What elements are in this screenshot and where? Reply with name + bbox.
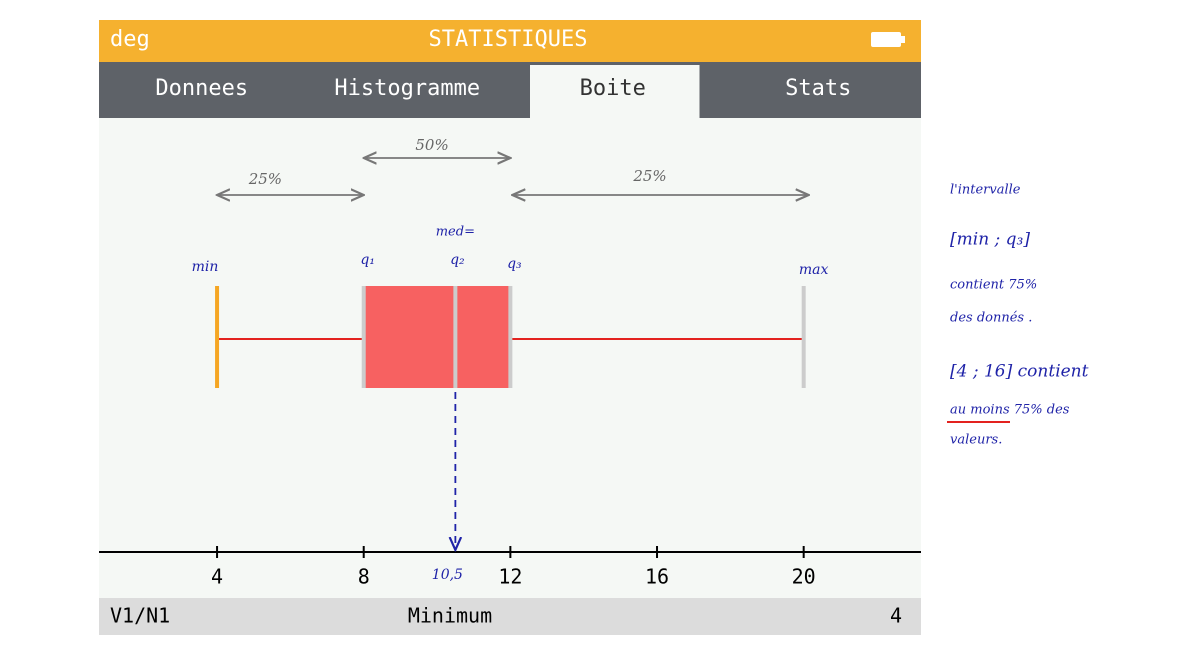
tab[interactable]: Stats (785, 76, 851, 101)
footer-series: V1/N1 (110, 604, 170, 628)
note: valeurs. (950, 433, 1002, 448)
annotation: q₂ (450, 252, 465, 268)
note: l'intervalle (950, 183, 1021, 198)
annotation: 25% (248, 170, 282, 188)
footer-value: 4 (890, 604, 902, 628)
note: au moins 75% des (950, 403, 1070, 418)
tab[interactable]: Histogramme (334, 76, 480, 101)
x-tick-label: 8 (358, 565, 370, 589)
active-tab (530, 65, 700, 118)
tab[interactable]: Boite (580, 76, 646, 101)
note: [min ; q₃] (950, 230, 1030, 250)
footer-bar (99, 598, 921, 635)
x-tick-label: 20 (792, 565, 816, 589)
note: des donnés . (950, 311, 1032, 326)
x-tick-label: 16 (645, 565, 669, 589)
header-bar (99, 20, 921, 62)
annotation: 50% (415, 136, 448, 154)
note: [4 ; 16] contient (950, 362, 1089, 382)
annotation: max (799, 262, 829, 278)
box (363, 286, 511, 388)
title: STATISTIQUES (429, 27, 588, 52)
x-tick-label: 4 (211, 565, 223, 589)
annotation: q₁ (360, 252, 375, 268)
note: contient 75% (950, 278, 1037, 293)
annotation: q₃ (507, 256, 522, 272)
annotation: 25% (632, 167, 666, 185)
tab-bar (99, 62, 921, 118)
mode: deg (110, 27, 150, 52)
x-tick-label: 12 (498, 565, 522, 589)
footer-label: Minimum (408, 604, 492, 628)
tab[interactable]: Donnees (155, 76, 248, 101)
annotation: min (192, 259, 219, 275)
battery-icon (871, 32, 905, 47)
annotation: 10,5 (432, 567, 463, 583)
annotation: med= (436, 225, 475, 240)
